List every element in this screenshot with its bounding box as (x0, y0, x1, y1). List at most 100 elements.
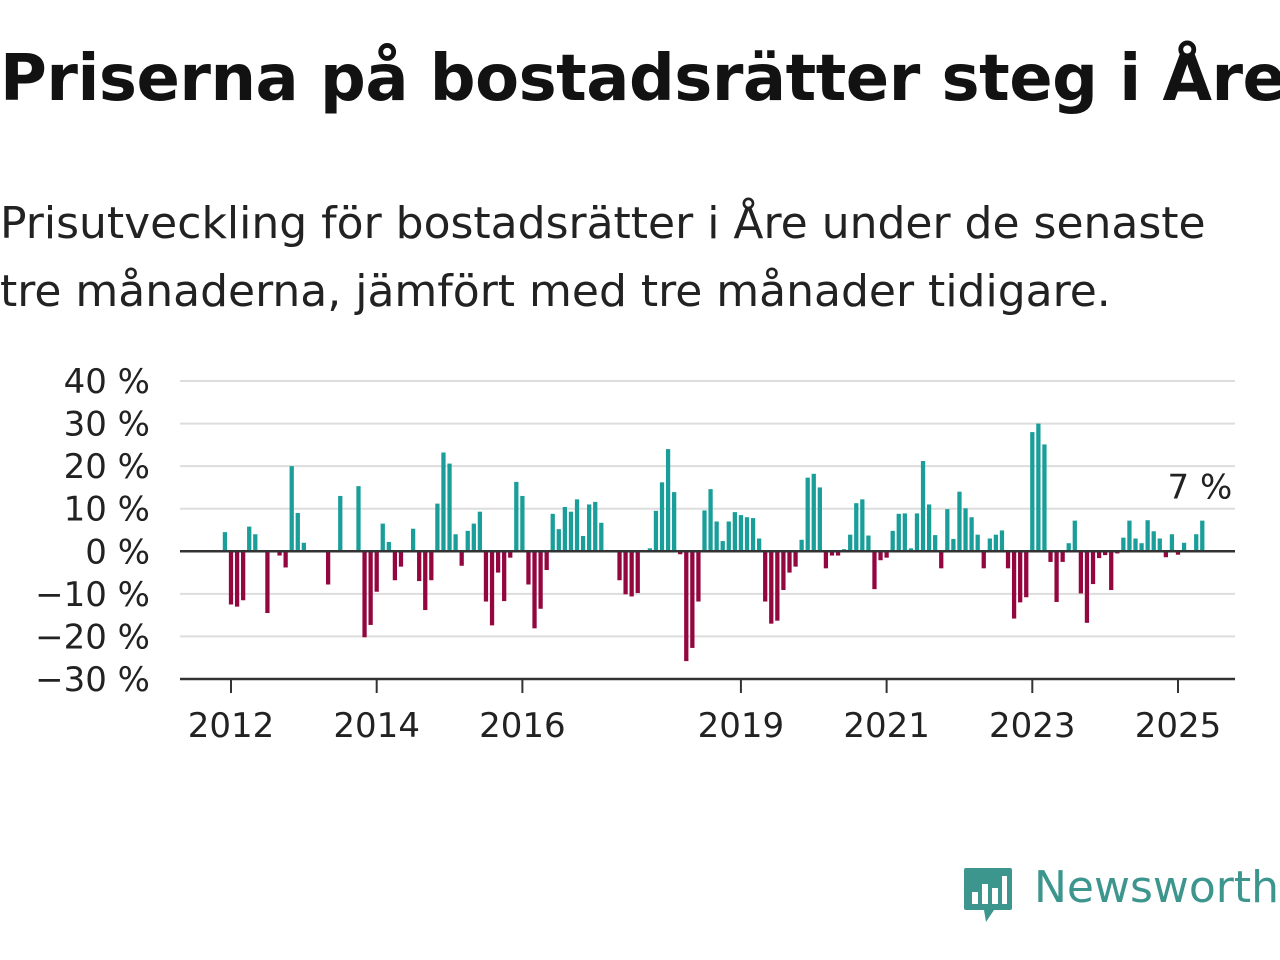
bar (526, 551, 531, 585)
bar (999, 530, 1005, 552)
bar (1133, 538, 1138, 552)
bar (410, 528, 416, 552)
x-tick-label: 2025 (1135, 706, 1222, 746)
bar (1054, 551, 1059, 602)
x-tick-label: 2012 (188, 706, 275, 746)
bar (744, 517, 750, 552)
bar (1018, 551, 1023, 603)
bar (1024, 551, 1029, 598)
bar (799, 539, 804, 552)
bar (1157, 538, 1162, 552)
bar (1121, 537, 1126, 552)
bar (811, 473, 816, 552)
bar (914, 513, 920, 552)
newsworthy-chart-bubble-icon (964, 868, 1012, 922)
y-tick-label: 20 % (64, 447, 150, 487)
bar (647, 548, 652, 552)
bar (672, 492, 677, 552)
bar (338, 495, 343, 552)
bar (1139, 543, 1144, 552)
bar (690, 551, 695, 648)
bar (392, 551, 398, 581)
y-tick-label: 30 % (64, 405, 150, 445)
bar (817, 487, 822, 552)
bar (265, 551, 270, 614)
bar (253, 534, 258, 552)
bar (908, 548, 914, 552)
bar (417, 551, 422, 582)
bar (1005, 551, 1011, 569)
bar (629, 551, 634, 597)
bar (805, 477, 810, 552)
y-tick-label: −30 % (35, 660, 150, 700)
bar (1151, 531, 1156, 552)
bar (635, 551, 640, 594)
bar (423, 551, 428, 611)
bar (587, 504, 592, 552)
bar (234, 551, 240, 607)
bar (574, 499, 580, 552)
bar (902, 513, 907, 552)
x-tick-label: 2014 (333, 706, 420, 746)
y-tick-label: 10 % (64, 490, 150, 530)
bar (599, 522, 604, 552)
bar (283, 551, 288, 568)
bar (556, 529, 561, 552)
bar (301, 542, 306, 552)
bar (1096, 551, 1102, 559)
bar (495, 551, 501, 573)
bar (277, 551, 282, 556)
bar (653, 510, 659, 552)
bar (228, 551, 234, 605)
bar (1109, 551, 1114, 591)
bar (726, 521, 731, 552)
bar (1011, 551, 1017, 619)
bar (514, 481, 519, 552)
bar (769, 551, 774, 624)
bar (993, 534, 999, 552)
bar (866, 535, 871, 552)
bar (1072, 520, 1077, 552)
x-tick-label: 2021 (843, 706, 930, 746)
bar (1042, 444, 1047, 552)
bar (483, 551, 489, 602)
bar (568, 511, 574, 552)
bar (926, 504, 932, 552)
bar (593, 501, 598, 552)
bar (878, 551, 883, 561)
tick-labels: −30 %−20 %−10 %0 %10 %20 %30 %40 % 2012 20… (35, 362, 1232, 746)
bar (1200, 520, 1205, 552)
bar (325, 551, 331, 585)
bar (241, 551, 246, 601)
x-tick-label: 2016 (479, 706, 566, 746)
chart-title: Priserna på bostadsrätter steg i Åre (0, 42, 1280, 116)
bar (933, 535, 938, 552)
bar (380, 523, 385, 552)
bar (1060, 551, 1065, 562)
brand-name: Newsworthy (1034, 862, 1280, 913)
bar (714, 521, 719, 552)
bar (775, 551, 780, 621)
bar (854, 503, 859, 552)
chart-subtitle: Prisutveckling för bostadsrätter i Åre u… (0, 198, 1206, 317)
bar (684, 551, 689, 662)
bar (1194, 534, 1199, 552)
bar (920, 461, 926, 552)
bar (538, 551, 543, 609)
bar (678, 551, 683, 555)
bar (447, 463, 452, 552)
bar (1066, 543, 1071, 552)
bar (550, 513, 555, 552)
bar (1175, 551, 1181, 555)
bar (981, 551, 986, 569)
bar (793, 551, 798, 567)
bar (848, 534, 853, 552)
bar (356, 486, 361, 552)
bar (750, 518, 756, 552)
bar (823, 551, 829, 569)
bar (398, 551, 404, 567)
bar (696, 551, 701, 602)
bar (247, 526, 252, 552)
bar (1169, 534, 1175, 552)
bar (532, 551, 537, 629)
